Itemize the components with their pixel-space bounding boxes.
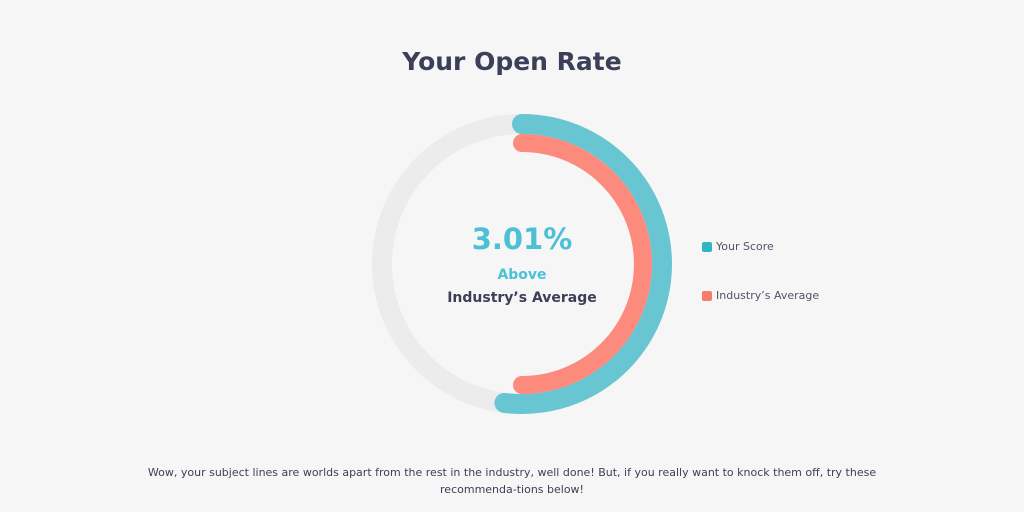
legend-label-industry-average: Industry’s Average [716, 289, 820, 302]
recommendation-message: Wow, your subject lines are worlds apart… [147, 466, 877, 496]
arc-industry-average [513, 134, 652, 394]
center-label-industry: Industry’s Average [447, 290, 597, 306]
legend-swatch-your-score [702, 241, 712, 252]
legend-swatch-industry-average [702, 290, 712, 301]
arc-your-score [494, 114, 672, 414]
center-value: 3.01% [471, 222, 573, 256]
chart-title: Your Open Rate [402, 47, 622, 76]
legend-label-your-score: Your Score [716, 240, 774, 253]
legend-industry-average: Industry’s Average [702, 289, 819, 302]
legend-your-score: Your Score [702, 240, 774, 253]
center-label-above: Above [497, 267, 547, 283]
